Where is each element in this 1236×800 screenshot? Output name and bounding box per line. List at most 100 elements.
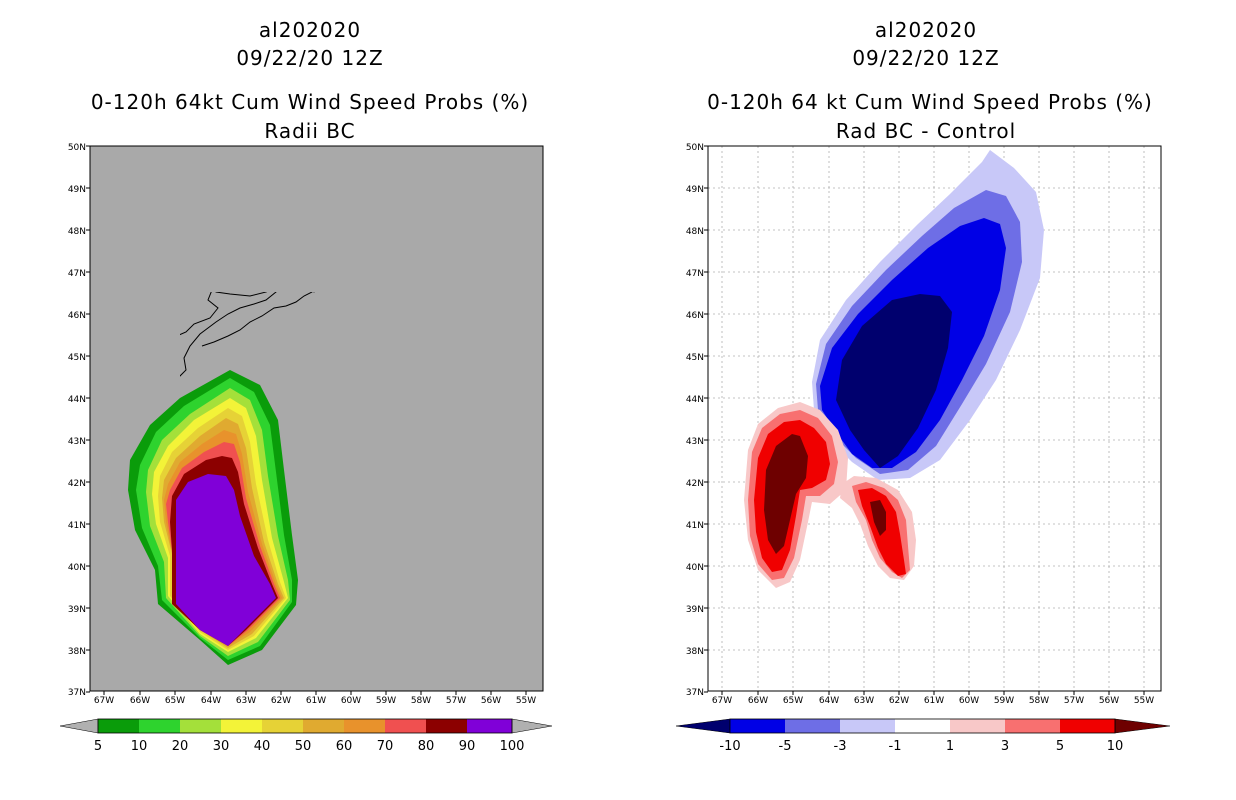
right-lat-label: 47N [686, 269, 704, 279]
left-lon-label: 60W [341, 696, 361, 706]
left-lat-label: 38N [68, 647, 86, 657]
left-colorbar-swatch-70 [385, 719, 426, 733]
left-lat-label: 41N [68, 521, 86, 531]
right-lat-label: 40N [686, 563, 704, 573]
right-lon-label: 55W [1134, 696, 1154, 706]
right-lon-label: 61W [924, 696, 944, 706]
left-lat-label: 44N [68, 395, 86, 405]
right-colorbar-high-arrow [1114, 718, 1171, 734]
right-colorbar-label: 10 [1107, 739, 1124, 754]
right-colorbar-label: 1 [946, 739, 954, 754]
right-lat-label: 39N [686, 605, 704, 615]
left-title-product: 0-120h 64kt Cum Wind Speed Probs (%) [90, 90, 530, 114]
right-lat-label: 50N [686, 143, 704, 153]
right-lat-labels: 50N 49N 48N 47N 46N 45N 44N 43N 42N 41N … [686, 143, 704, 698]
left-colorbar-label: 80 [418, 739, 435, 754]
right-lon-label: 66W [748, 696, 768, 706]
right-lon-label: 65W [783, 696, 803, 706]
left-colorbar-swatch-10 [139, 719, 180, 733]
left-colorbar-high-arrow [511, 718, 553, 734]
left-colorbar-label: 50 [295, 739, 312, 754]
left-lat-label: 40N [68, 563, 86, 573]
left-lon-label: 55W [516, 696, 536, 706]
right-lon-label: 62W [889, 696, 909, 706]
right-colorbar-label: 5 [1056, 739, 1064, 754]
left-lon-label: 63W [236, 696, 256, 706]
left-colorbar-label: 90 [459, 739, 476, 754]
left-colorbar-label: 5 [94, 739, 102, 754]
left-colorbar-swatch-40 [262, 719, 303, 733]
right-lat-label: 41N [686, 521, 704, 531]
left-contour-90 [176, 474, 276, 646]
left-colorbar-label: 20 [172, 739, 189, 754]
right-lat-label: 48N [686, 227, 704, 237]
right-lat-label: 38N [686, 647, 704, 657]
left-title-date: 09/22/20 12Z [236, 46, 384, 70]
left-map-panel [86, 145, 544, 695]
left-title-storm: al202020 [258, 18, 362, 42]
left-colorbar-swatch-80 [426, 719, 467, 733]
right-lon-label: 59W [994, 696, 1014, 706]
right-axis-ticks [704, 145, 1145, 695]
left-lat-label: 46N [68, 311, 86, 321]
left-colorbar-swatch-90 [467, 719, 512, 733]
right-lon-label: 58W [1029, 696, 1049, 706]
right-lon-labels: 67W 66W 65W 64W 63W 62W 61W 60W 59W 58W … [712, 696, 1154, 706]
right-colorbar-label: -1 [889, 739, 902, 754]
left-colorbar-swatch-50 [303, 719, 344, 733]
left-colorbar-label: 70 [377, 739, 394, 754]
left-lat-label: 47N [68, 269, 86, 279]
right-colorbar-swatch-neg3 [785, 719, 840, 733]
left-lon-label: 57W [446, 696, 466, 706]
left-lat-label: 48N [68, 227, 86, 237]
left-colorbar-low-arrow [59, 718, 99, 734]
left-lon-label: 58W [411, 696, 431, 706]
left-lon-label: 64W [201, 696, 221, 706]
left-lat-label: 45N [68, 353, 86, 363]
left-lon-label: 67W [94, 696, 114, 706]
left-lon-labels: 67W 66W 65W 64W 63W 62W 61W 60W 59W 58W … [94, 696, 536, 706]
right-lon-label: 67W [712, 696, 732, 706]
left-lat-label: 50N [68, 143, 86, 153]
left-colorbar-label: 100 [500, 739, 525, 754]
left-lat-label: 49N [68, 185, 86, 195]
right-colorbar: -10 -5 -3 -1 1 3 5 10 [675, 718, 1171, 754]
right-colorbar-swatch-pos1 [950, 719, 1005, 733]
left-title-subtitle: Radii BC [264, 119, 356, 143]
left-colorbar-swatch-30 [221, 719, 262, 733]
left-probability-field [128, 370, 298, 665]
left-lat-label: 42N [68, 479, 86, 489]
right-colorbar-label: 3 [1001, 739, 1009, 754]
left-lon-label: 62W [271, 696, 291, 706]
right-lat-label: 37N [686, 688, 704, 698]
right-colorbar-swatch-zero [895, 719, 950, 733]
left-lon-label: 61W [306, 696, 326, 706]
right-colorbar-label: -10 [719, 739, 740, 754]
left-lat-labels: 50N 49N 48N 47N 46N 45N 44N 43N 42N 41N … [68, 143, 86, 698]
right-contour-pos10-west [764, 434, 808, 554]
left-colorbar-swatch-20 [180, 719, 221, 733]
right-lon-label: 56W [1099, 696, 1119, 706]
right-difference-field [744, 150, 1044, 588]
right-title-subtitle: Rad BC - Control [835, 119, 1017, 143]
right-colorbar-label: -5 [779, 739, 792, 754]
right-lat-label: 46N [686, 311, 704, 321]
left-colorbar-label: 10 [131, 739, 148, 754]
right-lat-label: 45N [686, 353, 704, 363]
right-colorbar-low-arrow [675, 718, 731, 734]
left-colorbar: 5 10 20 30 40 50 60 70 80 90 100 [59, 718, 553, 754]
right-lon-label: 60W [959, 696, 979, 706]
left-colorbar-label: 60 [336, 739, 353, 754]
left-lat-label: 37N [68, 688, 86, 698]
left-axis-ticks [86, 145, 527, 695]
right-colorbar-swatch-neg1 [840, 719, 895, 733]
right-colorbar-swatch-pos3 [1005, 719, 1060, 733]
left-lon-label: 56W [481, 696, 501, 706]
right-contour-pos10-east [870, 500, 886, 536]
right-lat-label: 43N [686, 437, 704, 447]
left-colorbar-swatch-5 [98, 719, 139, 733]
right-map-panel [704, 145, 1162, 695]
right-lon-label: 64W [819, 696, 839, 706]
right-colorbar-swatch-pos5 [1060, 719, 1115, 733]
left-lon-label: 66W [130, 696, 150, 706]
